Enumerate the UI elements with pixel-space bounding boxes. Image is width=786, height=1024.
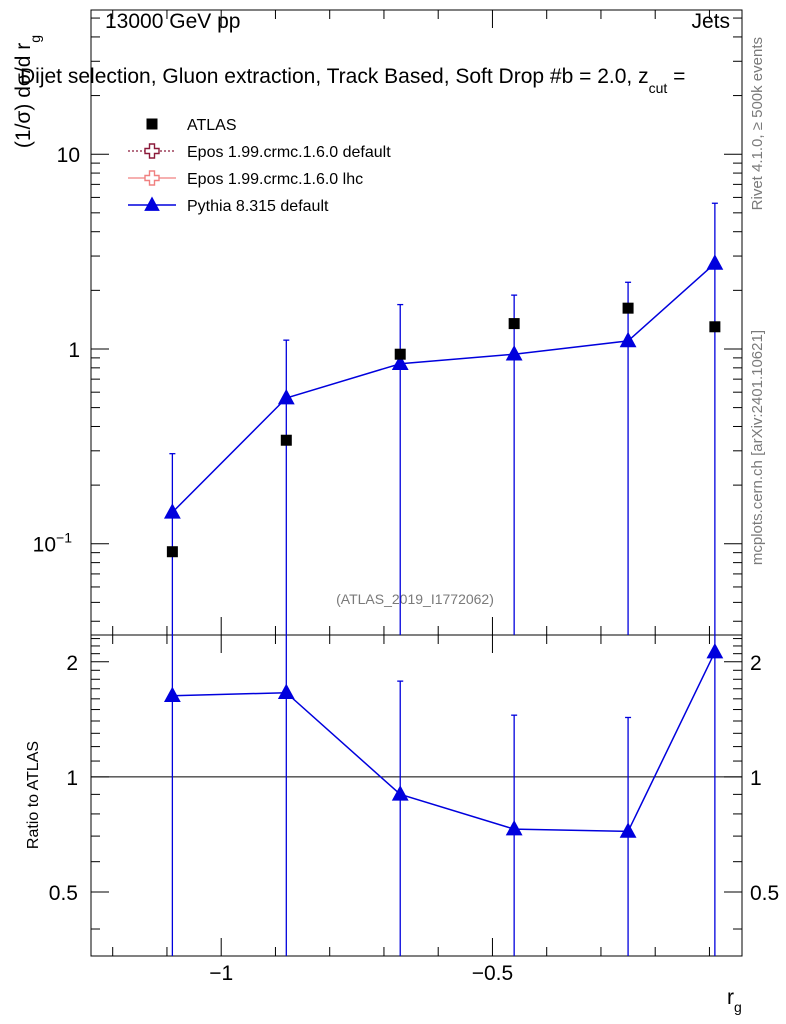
header-left: 13000 GeV pp: [105, 10, 240, 33]
legend-label: Epos 1.99.crmc.1.6.0 default: [187, 144, 391, 161]
y-tick-label: 10−1: [33, 530, 73, 557]
header-right: Jets: [691, 10, 730, 33]
pythia-marker: [391, 354, 409, 371]
ratio-series-layer: [163, 635, 724, 956]
ratio-marker: [706, 643, 724, 659]
legend-label: Pythia 8.315 default: [187, 198, 329, 215]
pythia-marker: [277, 388, 295, 405]
ratio-marker: [505, 820, 523, 836]
legend-atlas-marker: [146, 118, 158, 130]
plot-title-main: Dijet selection, Gluon extraction, Track…: [20, 65, 649, 88]
y-axis-label: (1/σ) dσ/d rg: [12, 35, 43, 148]
pythia-marker: [706, 254, 724, 270]
x-tick-label: −0.5: [472, 962, 513, 985]
main-series-layer: [163, 202, 724, 635]
pythia-marker: [619, 331, 637, 348]
ratio-line: [172, 651, 716, 833]
legend-epos-marker: [144, 143, 160, 159]
atlas-marker: [394, 348, 406, 360]
ratio-marker: [619, 822, 637, 838]
x-axis-label-main: r: [727, 986, 734, 1009]
pythia-marker: [505, 345, 523, 361]
ratio-tick-label-left: 0.5: [49, 882, 78, 905]
ratio-tick-label-left: 1: [66, 767, 78, 790]
legend-label: Epos 1.99.crmc.1.6.0 lhc: [187, 171, 363, 188]
pythia-marker: [163, 503, 181, 519]
ratio-tick-label-right: 0.5: [750, 882, 779, 905]
y-tick-label: 10: [57, 144, 80, 167]
y-tick-label: 1: [68, 339, 80, 362]
atlas-marker: [622, 302, 634, 314]
ratio-tick-label-right: 1: [750, 767, 762, 790]
x-axis-label-sub: g: [734, 999, 742, 1015]
y-tick-label-base: 10: [57, 144, 80, 167]
y-axis-label-sub: g: [27, 35, 43, 43]
ratio-axis-ticks: 0.5 0.5 1 1 2 2: [49, 638, 779, 930]
ratio-marker: [277, 683, 295, 700]
y-axis-label-main: (1/σ) dσ/d r: [12, 43, 35, 148]
rivet-label: Rivet 4.1.0, ≥ 500k events: [749, 37, 766, 210]
y-tick-label-base: 1: [68, 339, 80, 362]
ratio-tick-label-right: 2: [750, 652, 762, 675]
legend-epos-marker: [144, 170, 160, 186]
y-tick-label-exp: −1: [56, 530, 72, 546]
x-axis-label: rg: [727, 986, 742, 1015]
ratio-tick-label-left: 2: [66, 652, 78, 675]
ratio-y-axis-label: Ratio to ATLAS: [25, 741, 42, 849]
plot-title-sub: cut: [649, 80, 668, 96]
pythia-line: [171, 262, 716, 513]
ratio-marker: [163, 686, 181, 703]
atlas-marker: [508, 318, 520, 330]
analysis-watermark: (ATLAS_2019_I1772062): [336, 591, 494, 607]
plot-title-tail: =: [667, 65, 685, 88]
legend-pythia-marker: [144, 196, 160, 211]
plot-title: Dijet selection, Gluon extraction, Track…: [20, 65, 685, 96]
atlas-marker: [166, 546, 178, 558]
x-tick-label: −1: [209, 962, 233, 985]
atlas-marker: [709, 321, 721, 333]
ratio-marker: [391, 785, 409, 801]
legend: ATLAS Epos 1.99.crmc.1.6.0 default Epos 1.…: [128, 117, 391, 215]
main-panel-frame: [90, 9, 743, 636]
x-axis-ticks: −1 −0.5: [112, 10, 710, 985]
ratio-panel-frame: [90, 634, 743, 957]
atlas-marker: [280, 434, 292, 446]
legend-label: ATLAS: [187, 117, 237, 134]
mcplots-label: mcplots.cern.ch [arXiv:2401.10621]: [749, 330, 766, 565]
y-tick-label-base: 10: [33, 534, 56, 557]
